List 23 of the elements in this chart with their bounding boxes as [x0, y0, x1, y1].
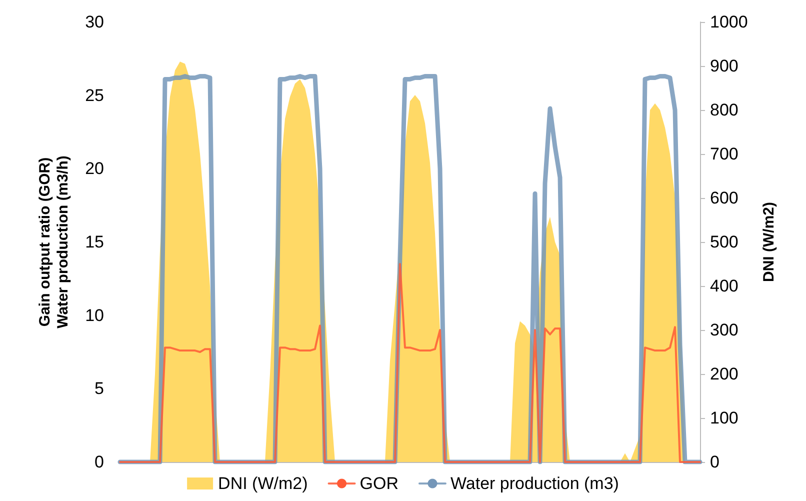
y2-tick-label: 500 [710, 232, 738, 252]
y-tick-label: 10 [85, 306, 104, 325]
y-tick-label: 30 [85, 12, 104, 32]
legend-label: DNI (W/m2) [218, 474, 308, 493]
y2-tick-label: 0 [710, 452, 720, 472]
y2-tick-label: 300 [710, 320, 738, 340]
legend-label: GOR [360, 474, 398, 493]
y2-tick-label: 600 [710, 188, 738, 208]
legend-label: Water production (m3) [450, 474, 619, 493]
y2-tick-label: 700 [710, 144, 738, 164]
y2-tick-label: 1000 [710, 12, 748, 32]
y-tick-label: 25 [85, 86, 104, 105]
y2-tick-label: 100 [710, 408, 738, 428]
y-tick-label: 0 [94, 452, 104, 472]
y2-axis-title: DNI (W/m2) [760, 202, 778, 282]
y2-tick-label: 800 [710, 100, 738, 120]
y2-tick-label: 400 [710, 276, 738, 296]
y2-tick-label: 900 [710, 56, 738, 76]
y-axis-title: Gain output ratio (GOR) Water production (m3/h) [36, 156, 72, 328]
y-tick-label: 15 [85, 232, 104, 252]
y-tick-label: 5 [94, 379, 104, 398]
y-tick-label: 20 [85, 159, 104, 178]
y2-tick-label: 200 [710, 364, 738, 384]
